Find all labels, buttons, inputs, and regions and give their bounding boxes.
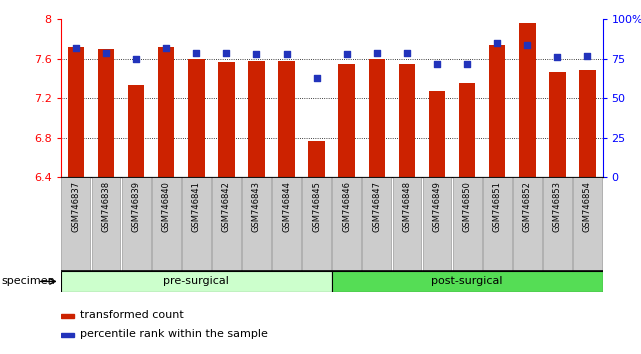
Point <box>342 51 352 57</box>
FancyBboxPatch shape <box>242 177 271 271</box>
Text: GSM746845: GSM746845 <box>312 181 321 232</box>
Bar <box>98 49 114 354</box>
Text: pre-surgical: pre-surgical <box>163 276 229 286</box>
Text: GSM746849: GSM746849 <box>433 181 442 232</box>
Point <box>191 50 201 55</box>
Point <box>462 61 472 67</box>
FancyBboxPatch shape <box>212 177 241 271</box>
FancyBboxPatch shape <box>302 177 331 271</box>
FancyBboxPatch shape <box>543 177 572 271</box>
FancyBboxPatch shape <box>62 177 90 271</box>
FancyBboxPatch shape <box>272 177 301 271</box>
Bar <box>68 47 84 354</box>
Point <box>161 45 171 51</box>
Bar <box>248 61 265 354</box>
FancyBboxPatch shape <box>513 177 542 271</box>
Text: GSM746839: GSM746839 <box>131 181 140 232</box>
Bar <box>489 45 506 354</box>
Text: transformed count: transformed count <box>80 310 184 320</box>
Bar <box>158 47 174 354</box>
Point <box>553 55 563 60</box>
FancyBboxPatch shape <box>392 177 421 271</box>
Text: post-surgical: post-surgical <box>431 276 503 286</box>
FancyBboxPatch shape <box>422 177 451 271</box>
Bar <box>61 314 74 318</box>
FancyBboxPatch shape <box>92 177 121 271</box>
Point <box>312 75 322 81</box>
Bar <box>218 62 235 354</box>
Point <box>402 50 412 55</box>
FancyBboxPatch shape <box>152 177 181 271</box>
Text: GSM746847: GSM746847 <box>372 181 381 232</box>
Text: GSM746843: GSM746843 <box>252 181 261 232</box>
FancyBboxPatch shape <box>483 177 512 271</box>
Bar <box>128 85 144 354</box>
Text: GSM746837: GSM746837 <box>71 181 80 232</box>
Bar <box>369 59 385 354</box>
Point <box>583 53 593 58</box>
FancyBboxPatch shape <box>122 177 151 271</box>
Bar <box>188 59 204 354</box>
FancyBboxPatch shape <box>182 177 211 271</box>
FancyBboxPatch shape <box>332 177 362 271</box>
FancyBboxPatch shape <box>362 177 391 271</box>
Text: percentile rank within the sample: percentile rank within the sample <box>80 329 269 339</box>
Text: GSM746842: GSM746842 <box>222 181 231 232</box>
Text: GSM746850: GSM746850 <box>463 181 472 232</box>
Point <box>281 51 292 57</box>
Bar <box>61 333 74 337</box>
Point <box>522 42 533 47</box>
Bar <box>429 91 445 354</box>
FancyBboxPatch shape <box>61 271 332 292</box>
FancyBboxPatch shape <box>332 271 603 292</box>
Bar <box>519 23 536 354</box>
Text: GSM746838: GSM746838 <box>101 181 110 232</box>
Text: GSM746851: GSM746851 <box>493 181 502 232</box>
Text: GSM746844: GSM746844 <box>282 181 291 232</box>
Bar <box>549 72 565 354</box>
Point <box>131 56 141 62</box>
Text: GSM746853: GSM746853 <box>553 181 562 232</box>
FancyBboxPatch shape <box>453 177 481 271</box>
Point <box>251 51 262 57</box>
Bar <box>579 70 595 354</box>
Text: specimen: specimen <box>1 276 55 286</box>
Bar <box>338 64 355 354</box>
Point <box>492 40 503 46</box>
Point <box>221 50 231 55</box>
Text: GSM746846: GSM746846 <box>342 181 351 232</box>
Point <box>372 50 382 55</box>
Point <box>432 61 442 67</box>
Text: GSM746841: GSM746841 <box>192 181 201 232</box>
Bar <box>308 141 325 354</box>
Text: GSM746854: GSM746854 <box>583 181 592 232</box>
Text: GSM746848: GSM746848 <box>403 181 412 232</box>
Bar <box>399 64 415 354</box>
Text: GSM746840: GSM746840 <box>162 181 171 232</box>
Bar <box>278 61 295 354</box>
FancyBboxPatch shape <box>573 177 602 271</box>
Text: GSM746852: GSM746852 <box>523 181 532 232</box>
Point <box>71 45 81 51</box>
Point <box>101 50 111 55</box>
Bar <box>459 84 476 354</box>
